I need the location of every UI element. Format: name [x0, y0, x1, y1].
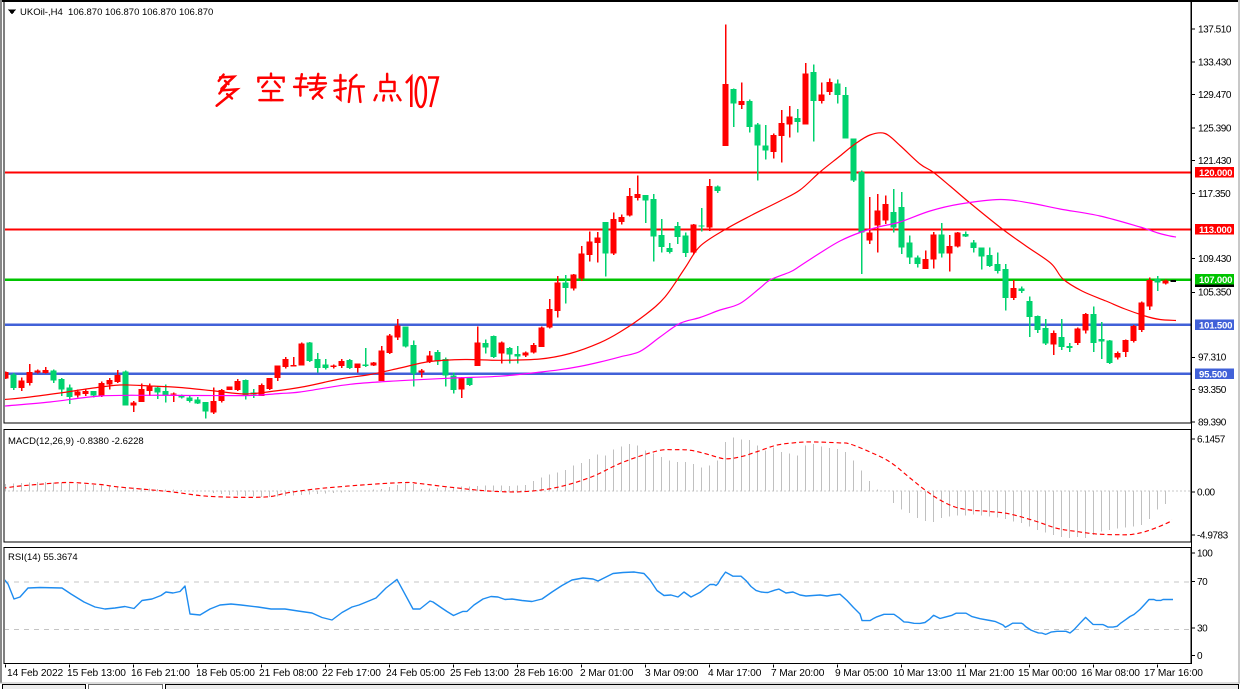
svg-text:105.350: 105.350 [1198, 288, 1232, 299]
svg-text:15 Feb 13:00: 15 Feb 13:00 [67, 668, 126, 679]
svg-text:113.000: 113.000 [1199, 225, 1232, 236]
svg-text:RSI(14) 55.3674: RSI(14) 55.3674 [8, 552, 78, 563]
svg-text:21 Feb 08:00: 21 Feb 08:00 [259, 668, 318, 679]
svg-text:28 Feb 16:00: 28 Feb 16:00 [514, 668, 573, 679]
svg-text:97.310: 97.310 [1198, 353, 1227, 364]
svg-text:133.430: 133.430 [1198, 57, 1232, 68]
svg-text:120.000: 120.000 [1199, 168, 1232, 179]
svg-text:100: 100 [1197, 548, 1213, 559]
svg-text:17 Mar 16:00: 17 Mar 16:00 [1144, 668, 1203, 679]
svg-text:16 Mar 08:00: 16 Mar 08:00 [1081, 668, 1140, 679]
svg-text:9 Mar 05:00: 9 Mar 05:00 [835, 668, 889, 679]
svg-text:3 Mar 09:00: 3 Mar 09:00 [645, 668, 699, 679]
svg-text:24 Feb 05:00: 24 Feb 05:00 [386, 668, 445, 679]
svg-text:4 Mar 17:00: 4 Mar 17:00 [708, 668, 762, 679]
svg-text:22 Feb 17:00: 22 Feb 17:00 [322, 668, 381, 679]
svg-text:89.390: 89.390 [1198, 417, 1227, 428]
svg-text:101.500: 101.500 [1199, 320, 1232, 331]
svg-text:MACD(12,26,9) -0.8380 -2.6228: MACD(12,26,9) -0.8380 -2.6228 [8, 436, 144, 447]
svg-text:14 Feb 2022: 14 Feb 2022 [7, 668, 64, 679]
svg-text:25 Feb 13:00: 25 Feb 13:00 [450, 668, 509, 679]
svg-text:10 Mar 13:00: 10 Mar 13:00 [893, 668, 952, 679]
svg-text:70: 70 [1197, 577, 1208, 588]
svg-text:11 Mar 21:00: 11 Mar 21:00 [956, 668, 1015, 679]
svg-text:93.350: 93.350 [1198, 385, 1227, 396]
svg-text:117.350: 117.350 [1198, 189, 1231, 200]
svg-text:121.430: 121.430 [1198, 156, 1232, 167]
svg-text:UKOil-,H4 106.870 106.870 106: UKOil-,H4 106.870 106.870 106.870 106.87… [20, 7, 213, 18]
svg-text:18 Feb 05:00: 18 Feb 05:00 [196, 668, 255, 679]
svg-text:6.1457: 6.1457 [1197, 434, 1226, 445]
svg-text:107.000: 107.000 [1199, 275, 1232, 286]
svg-text:0: 0 [1197, 651, 1203, 662]
svg-text:137.510: 137.510 [1198, 24, 1232, 35]
svg-text:2 Mar 01:00: 2 Mar 01:00 [580, 668, 634, 679]
svg-text:0.00: 0.00 [1197, 487, 1216, 498]
svg-text:-4.9783: -4.9783 [1197, 530, 1229, 541]
svg-text:109.430: 109.430 [1198, 254, 1232, 265]
svg-text:95.500: 95.500 [1199, 369, 1227, 380]
svg-text:129.470: 129.470 [1198, 90, 1232, 101]
svg-text:125.390: 125.390 [1198, 123, 1232, 134]
svg-text:16 Feb 21:00: 16 Feb 21:00 [131, 668, 190, 679]
svg-text:30: 30 [1197, 623, 1208, 634]
svg-text:15 Mar 00:00: 15 Mar 00:00 [1018, 668, 1077, 679]
svg-text:7 Mar 20:00: 7 Mar 20:00 [771, 668, 825, 679]
